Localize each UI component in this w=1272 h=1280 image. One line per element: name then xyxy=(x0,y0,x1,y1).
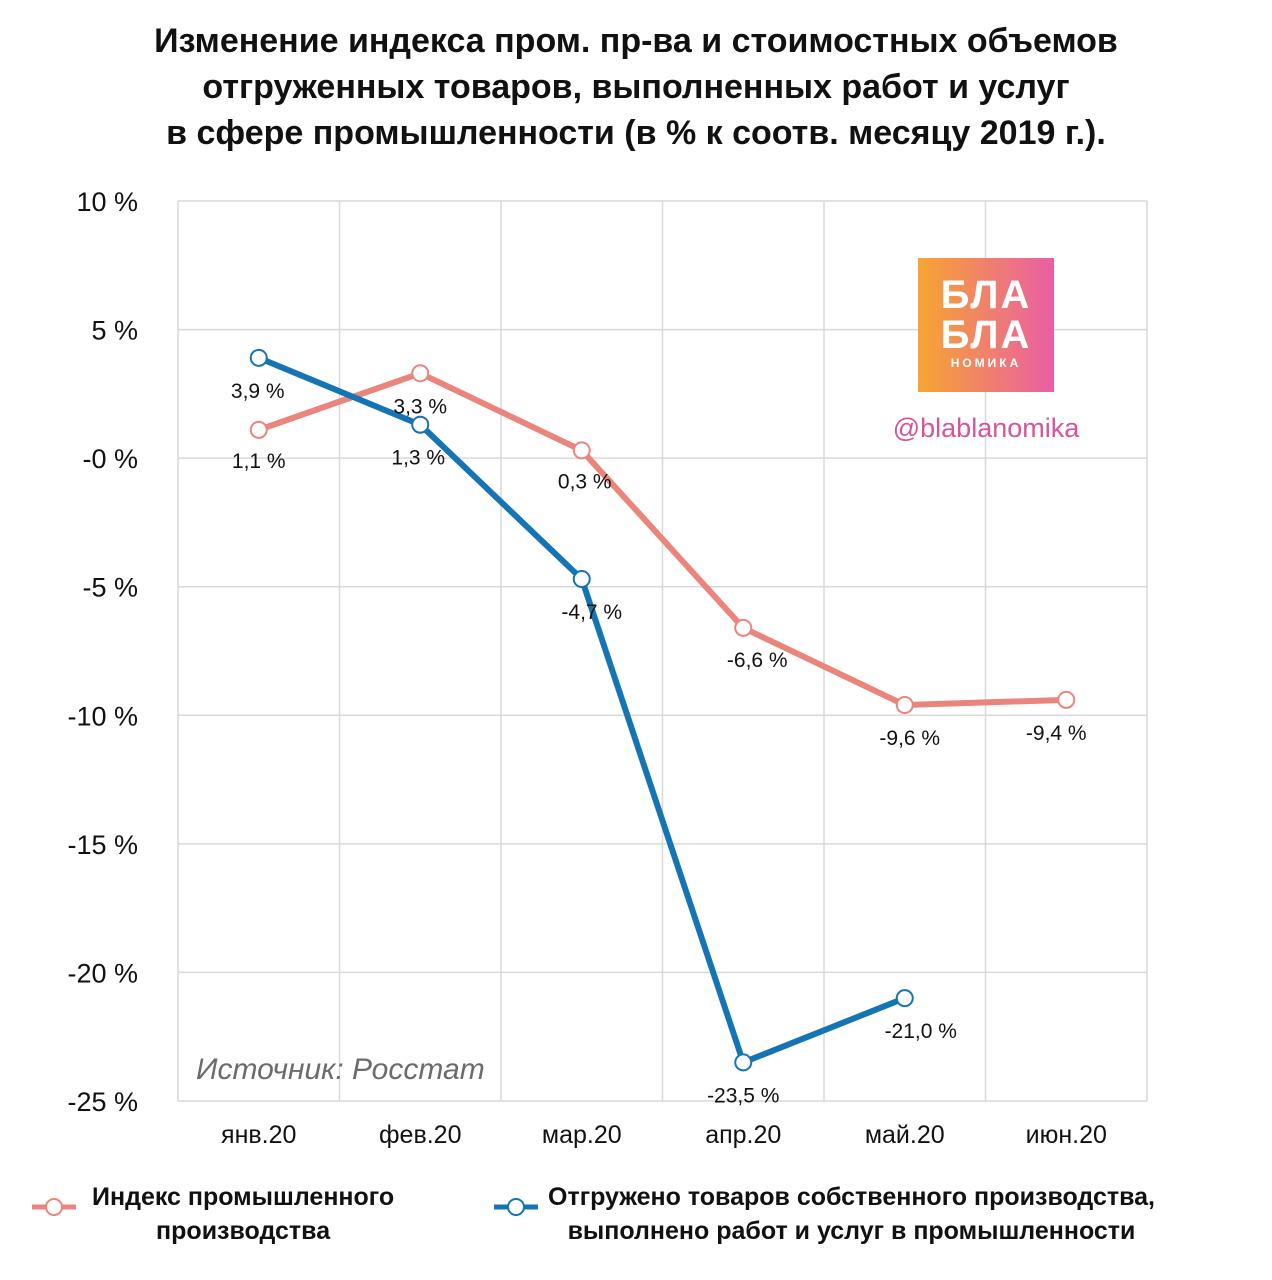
data-point-shipped-goods xyxy=(249,348,268,367)
data-labels: 1,1 % 3,3 % 0,3 % -6,6 % -9,6 % -9,4 % 3,9 % 1,… xyxy=(231,380,1087,1108)
logo: БЛА БЛА НОМИКА xyxy=(918,258,1054,392)
legend-marker-shipped-goods xyxy=(494,1198,538,1216)
source-note: Источник: Росстат xyxy=(196,1053,485,1086)
legend-item-industrial-index: Индекс промышленного производства xyxy=(30,1180,394,1248)
chart-title-line-2: отгруженных товаров, выполненных работ и… xyxy=(202,68,1070,106)
legend-label-shipped-goods: Отгружено товаров собственного производс… xyxy=(548,1180,1155,1248)
x-tick-label: май.20 xyxy=(865,1121,945,1149)
data-point-shipped-goods xyxy=(572,570,591,588)
data-label-shipped-goods: 3,9 % xyxy=(231,380,285,403)
data-point-industrial-index xyxy=(1057,690,1076,709)
data-label-industrial-index: 1,1 % xyxy=(232,450,286,473)
data-label-shipped-goods: -21,0 % xyxy=(885,1020,957,1043)
x-axis-ticks: янв.20 фев.20 мар.20 апр.20 май.20 июн.20 xyxy=(221,1121,1107,1149)
y-tick-label: 5 % xyxy=(91,316,138,346)
data-label-industrial-index: -6,6 % xyxy=(727,649,788,672)
y-tick-label: -10 % xyxy=(67,701,138,731)
series-group xyxy=(249,348,1076,1072)
legend-label-line: производства xyxy=(156,1217,331,1245)
series-line-shipped-goods xyxy=(257,355,906,1066)
data-label-shipped-goods: -4,7 % xyxy=(561,601,622,624)
line-chart: 10 % 5 % -0 % -5 % -10 % -15 % -20 % -25 % янв.… xyxy=(67,187,1148,1149)
logo-line-2: БЛА xyxy=(941,313,1032,357)
x-tick-label: янв.20 xyxy=(221,1121,296,1149)
data-label-industrial-index: -9,6 % xyxy=(879,727,940,750)
data-label-industrial-index: 0,3 % xyxy=(558,470,612,493)
logo-line-3: НОМИКА xyxy=(951,356,1022,370)
y-tick-label: -15 % xyxy=(67,830,138,860)
y-tick-label: -5 % xyxy=(82,573,138,603)
logo-background xyxy=(918,258,1054,392)
x-tick-label: июн.20 xyxy=(1026,1121,1107,1149)
x-tick-label: апр.20 xyxy=(705,1121,781,1149)
data-label-shipped-goods: 1,3 % xyxy=(391,447,445,470)
legend-marker-industrial-index xyxy=(32,1198,76,1216)
chart-title-line-1: Изменение индекса пром. пр-ва и стоимост… xyxy=(154,22,1118,60)
y-axis-ticks: 10 % 5 % -0 % -5 % -10 % -15 % -20 % -25 % xyxy=(67,187,138,1117)
legend-label-line: Отгружено товаров собственного производс… xyxy=(548,1183,1155,1211)
legend-label-industrial-index: Индекс промышленного производства xyxy=(92,1180,394,1248)
data-point-shipped-goods xyxy=(734,1053,753,1072)
data-label-shipped-goods: -23,5 % xyxy=(707,1084,779,1107)
data-label-industrial-index: -9,4 % xyxy=(1026,722,1087,745)
series-line-industrial-index xyxy=(257,370,1067,708)
data-point-industrial-index xyxy=(249,420,268,439)
logo-line-1: БЛА xyxy=(941,273,1032,317)
y-tick-label: 10 % xyxy=(76,187,138,217)
y-tick-label: -20 % xyxy=(67,958,138,988)
grid-lines xyxy=(177,200,1148,1102)
legend-label-line: выполнено работ и услуг в промышленности xyxy=(567,1217,1136,1245)
data-point-industrial-index xyxy=(895,696,914,714)
x-tick-label: мар.20 xyxy=(542,1121,622,1149)
x-tick-label: фев.20 xyxy=(379,1121,462,1149)
data-point-shipped-goods xyxy=(895,989,914,1008)
data-label-industrial-index: 3,3 % xyxy=(393,395,447,418)
data-point-industrial-index xyxy=(411,364,430,383)
y-tick-label: -0 % xyxy=(82,444,138,474)
social-handle: @blablanomika xyxy=(893,413,1080,443)
legend-item-shipped-goods: Отгружено товаров собственного производс… xyxy=(492,1180,1155,1248)
legend-label-line: Индекс промышленного xyxy=(92,1183,395,1211)
data-point-industrial-index xyxy=(734,618,753,637)
chart-title: Изменение индекса пром. пр-ва и стоимост… xyxy=(0,18,1272,156)
data-point-industrial-index xyxy=(572,441,591,460)
data-point-shipped-goods xyxy=(411,415,430,434)
y-tick-label: -25 % xyxy=(67,1087,138,1117)
chart-title-line-3: в сфере промышленности (в % к соотв. мес… xyxy=(166,114,1106,152)
